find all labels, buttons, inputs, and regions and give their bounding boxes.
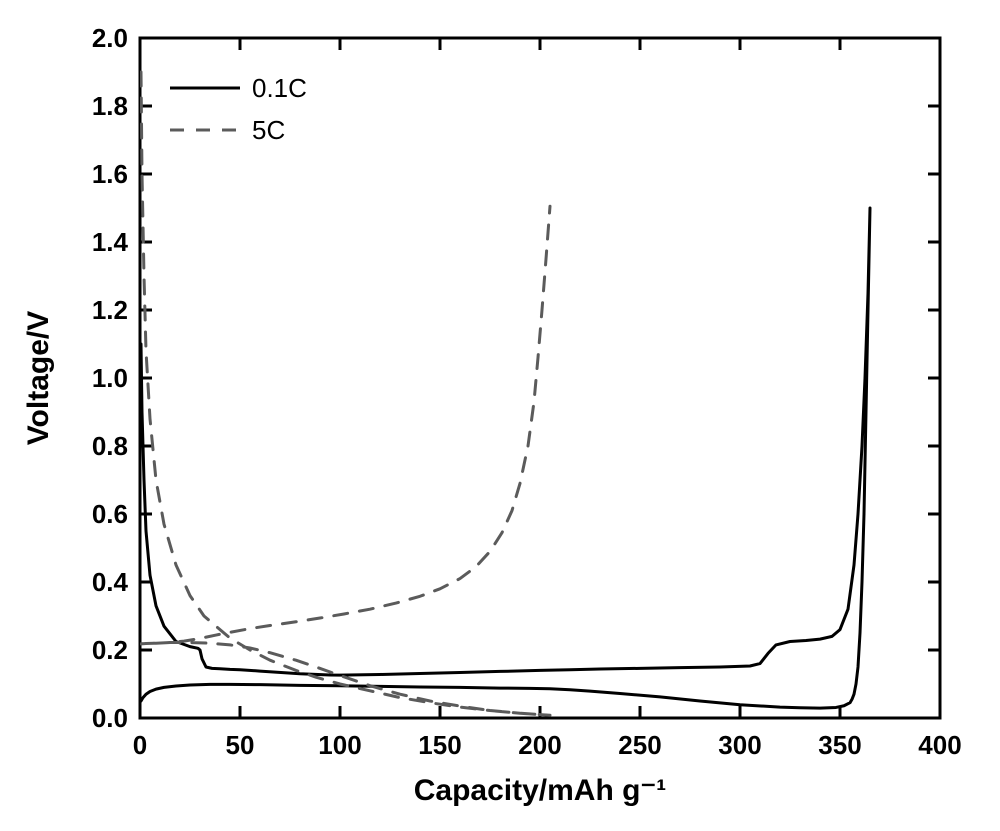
y-tick-label: 1.0 — [92, 363, 128, 393]
legend-label-0.1C: 0.1C — [252, 73, 307, 103]
y-tick-label: 1.8 — [92, 91, 128, 121]
y-tick-label: 1.6 — [92, 159, 128, 189]
x-tick-label: 400 — [918, 730, 961, 760]
x-tick-label: 300 — [718, 730, 761, 760]
x-tick-label: 100 — [318, 730, 361, 760]
y-axis-title: Voltage/V — [22, 311, 55, 445]
y-tick-label: 0.2 — [92, 635, 128, 665]
x-tick-label: 150 — [418, 730, 461, 760]
y-tick-label: 0.8 — [92, 431, 128, 461]
y-tick-label: 1.4 — [92, 227, 129, 257]
y-tick-label: 1.2 — [92, 295, 128, 325]
x-tick-label: 0 — [133, 730, 147, 760]
legend-label-5C: 5C — [252, 115, 285, 145]
voltage-capacity-chart: 0 50 100 150 200 250 300 350 400 0.0 0.2 0.4 0.6 0.8 1… — [0, 0, 1000, 831]
y-tick-label: 0.0 — [92, 703, 128, 733]
y-tick-label: 0.4 — [92, 567, 129, 597]
x-tick-label: 250 — [618, 730, 661, 760]
y-tick-label: 0.6 — [92, 499, 128, 529]
x-tick-label: 200 — [518, 730, 561, 760]
x-tick-label: 350 — [818, 730, 861, 760]
chart-container: 0 50 100 150 200 250 300 350 400 0.0 0.2 0.4 0.6 0.8 1… — [0, 0, 1000, 831]
x-tick-label: 50 — [226, 730, 255, 760]
y-tick-label: 2.0 — [92, 23, 128, 53]
x-axis-title: Capacity/mAh g⁻¹ — [414, 774, 667, 807]
